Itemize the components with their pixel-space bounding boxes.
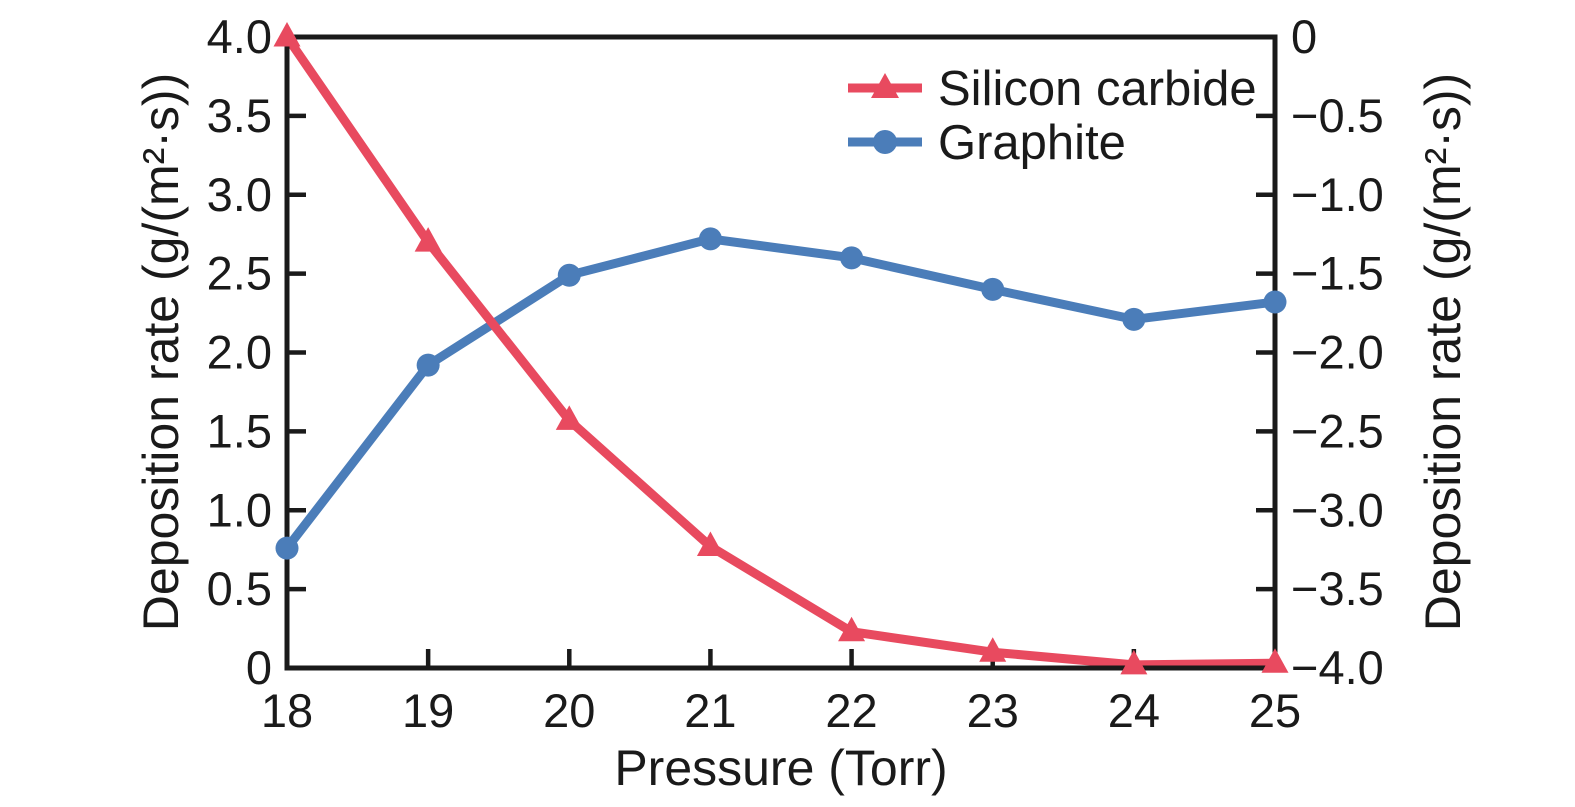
y-left-tick-label: 0	[246, 641, 272, 694]
x-tick-label: 22	[825, 684, 877, 737]
y-right-tick-label: −3.5	[1291, 562, 1384, 615]
x-tick-label: 19	[402, 684, 454, 737]
legend-marker-circle-icon	[873, 130, 897, 154]
marker-graphite	[1122, 307, 1146, 331]
y-left-tick-label: 2.5	[207, 247, 272, 300]
marker-silicon-carbide	[979, 637, 1007, 662]
y-left-tick-label: 1.5	[207, 404, 272, 457]
y-axis-title-right: Deposition rate (g/(m²·s))	[1415, 73, 1471, 631]
y-left-tick-label: 2.0	[207, 326, 272, 379]
axis-ticks-layer: 18 19 20 21 22 23 24 25 0 0.5 1.0 1.5 2.0 2.5 3.0 3.5 4.…	[207, 10, 1384, 737]
y-right-tick-label: 0	[1291, 10, 1317, 63]
marker-silicon-carbide	[1261, 648, 1289, 673]
data-series-layer	[282, 32, 1280, 670]
y-right-tick-label: −3.0	[1291, 483, 1384, 536]
marker-graphite	[840, 246, 864, 270]
plot-border	[284, 34, 1278, 671]
y-left-tick-label: 1.0	[207, 483, 272, 536]
y-left-tick-label: 0.5	[207, 562, 272, 615]
y-right-tick-label: −1.0	[1291, 168, 1384, 221]
marker-silicon-carbide	[273, 22, 301, 47]
y-left-tick-label: 3.5	[207, 89, 272, 142]
y-right-tick-label: −2.0	[1291, 326, 1384, 379]
x-tick-label: 25	[1249, 684, 1301, 737]
x-tick-label: 20	[543, 684, 595, 737]
y-left-tick-label: 3.0	[207, 168, 272, 221]
y-axis-title-left: Deposition rate (g/(m²·s))	[133, 73, 189, 631]
x-tick-label: 18	[261, 684, 313, 737]
x-tick-label: 23	[967, 684, 1019, 737]
marker-graphite	[275, 536, 299, 560]
x-tick-label: 24	[1108, 684, 1160, 737]
y-right-tick-label: −4.0	[1291, 641, 1384, 694]
legend-item-silicon-carbide: Silicon carbide	[848, 62, 1257, 116]
legend-label-graphite: Graphite	[938, 116, 1126, 170]
legend: Silicon carbide Graphite	[848, 62, 1257, 170]
y-right-tick-label: −2.5	[1291, 404, 1384, 457]
legend-label-silicon-carbide: Silicon carbide	[938, 62, 1257, 116]
x-axis-title: Pressure (Torr)	[614, 740, 947, 796]
y-left-tick-label: 4.0	[207, 10, 272, 63]
marker-graphite	[981, 277, 1005, 301]
x-tick-label: 21	[684, 684, 736, 737]
series-line-graphite	[282, 234, 1280, 553]
legend-item-graphite: Graphite	[848, 116, 1126, 170]
series-line-silicon-carbide	[282, 32, 1280, 670]
marker-silicon-carbide	[1120, 649, 1148, 675]
marker-graphite	[1263, 290, 1287, 314]
marker-graphite	[698, 227, 722, 251]
y-right-tick-label: −0.5	[1291, 89, 1384, 142]
data-markers-layer	[273, 22, 1289, 675]
legend-marker-triangle-icon	[871, 73, 899, 98]
marker-silicon-carbide	[414, 227, 442, 252]
marker-graphite	[416, 353, 440, 377]
marker-graphite	[557, 263, 581, 287]
y-right-tick-label: −1.5	[1291, 247, 1384, 300]
marker-silicon-carbide	[696, 531, 724, 557]
marker-silicon-carbide	[838, 616, 866, 642]
marker-silicon-carbide	[555, 405, 583, 430]
